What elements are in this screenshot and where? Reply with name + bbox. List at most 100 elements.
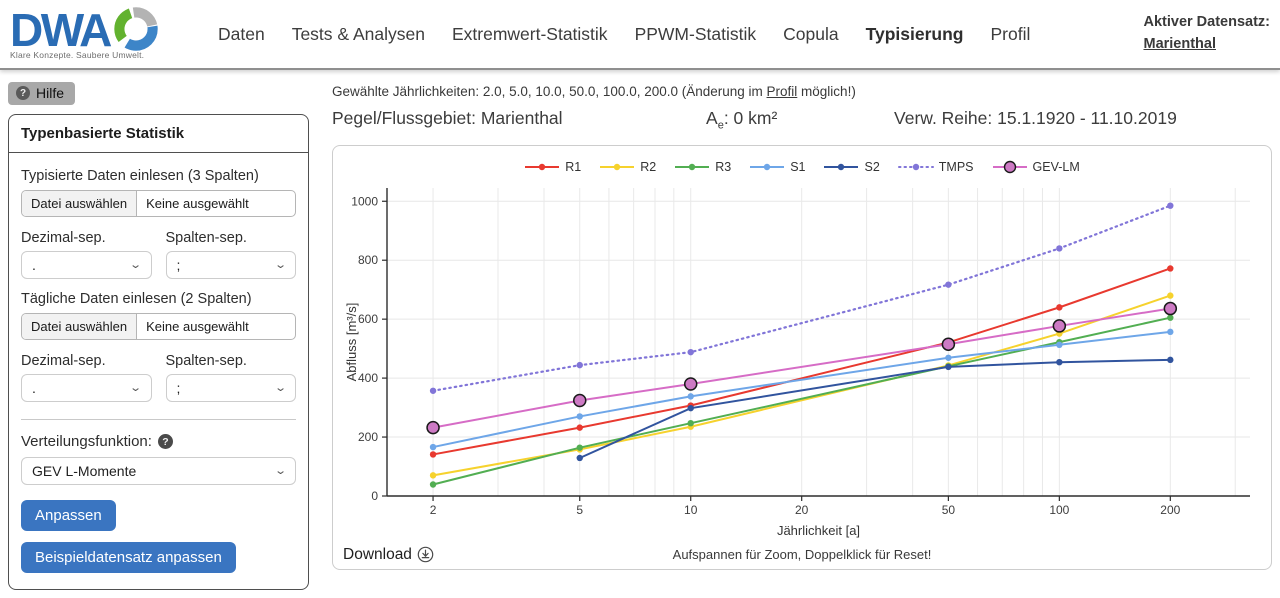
area-base: A (706, 108, 718, 128)
legend-item-s2[interactable]: S2 (823, 159, 880, 174)
chevron-down-icon: ⌄ (129, 258, 143, 271)
chevron-down-icon: ⌄ (273, 464, 287, 477)
chart-legend: R1 R2 R3 S1 S2 TMPS GEV-LM (342, 156, 1262, 178)
main-nav: Daten Tests & Analysen Extremwert-Statis… (218, 24, 1030, 45)
jaehrlichkeiten-prefix: Gewählte Jährlichkeiten: 2.0, 5.0, 10.0,… (332, 84, 767, 99)
typed-column-sep-value: ; (176, 257, 181, 273)
typed-decimal-sep-value: . (32, 257, 36, 273)
legend-item-r1[interactable]: R1 (524, 160, 581, 174)
nav-item-profil[interactable]: Profil (990, 23, 1031, 44)
chart-footer: Download Aufspannen für Zoom, Doppelklic… (343, 542, 1261, 564)
svg-text:5: 5 (576, 503, 583, 517)
svg-text:2: 2 (430, 503, 437, 517)
active-dataset-link[interactable]: Marienthal (1143, 36, 1216, 52)
chart-card: R1 R2 R3 S1 S2 TMPS GEV-LM 2 5 10 20 50 100 200 0 200 4… (332, 144, 1272, 570)
gauge-label: Pegel/Flussgebiet: Marienthal (332, 108, 563, 128)
question-circle-icon: ? (16, 86, 30, 100)
chevron-down-icon: ⌄ (273, 258, 287, 271)
legend-label: R2 (640, 159, 657, 174)
nav-item-daten[interactable]: Daten (218, 23, 265, 44)
app-header: DWA Klare Konzepte. Saubere Umwelt. Date… (0, 0, 1280, 70)
legend-label: R1 (565, 159, 582, 174)
area-sub: e (717, 119, 724, 132)
daily-decimal-sep-select[interactable]: . ⌄ (21, 374, 152, 402)
daily-column-sep-label: Spalten-sep. (165, 353, 247, 369)
daily-decimal-sep-value: . (32, 380, 36, 396)
nav-item-typisierung[interactable]: Typisierung (865, 23, 964, 44)
active-dataset-label: Aktiver Datensatz: (1143, 14, 1270, 31)
help-button-label: Hilfe (36, 85, 65, 101)
svg-text:0: 0 (371, 489, 378, 503)
typed-data-file-status: Keine ausgewählt (146, 196, 249, 211)
download-cloud-icon (417, 546, 434, 563)
typed-decimal-sep-label: Dezimal-sep. (21, 230, 106, 246)
question-circle-icon[interactable]: ? (157, 434, 173, 449)
svg-text:50: 50 (942, 503, 956, 517)
svg-text:600: 600 (358, 312, 378, 326)
typed-data-label: Typisierte Daten einlesen (3 Spalten) (21, 168, 259, 184)
typed-data-file-input[interactable]: Datei auswählen Keine ausgewählt (21, 190, 296, 217)
help-button[interactable]: ? Hilfe (8, 82, 76, 105)
legend-label: S1 (790, 159, 806, 174)
legend-item-gev-lm[interactable]: GEV-LM (992, 160, 1080, 174)
typed-column-sep-label: Spalten-sep. (165, 230, 247, 246)
distribution-value: GEV L-Momente (32, 463, 137, 479)
dwa-ring-icon (114, 6, 158, 51)
zoom-hint: Aufspannen für Zoom, Doppelklick für Res… (672, 546, 932, 562)
fit-button[interactable]: Anpassen (21, 500, 116, 531)
svg-text:1000: 1000 (351, 194, 378, 208)
legend-label: GEV-LM (1032, 159, 1080, 174)
panel-title: Typenbasierte Statistik (9, 115, 308, 153)
svg-text:400: 400 (358, 371, 378, 385)
jaehrlichkeiten-suffix: möglich!) (797, 84, 856, 99)
dwa-tagline: Klare Konzepte. Saubere Umwelt. (10, 49, 145, 60)
distribution-select[interactable]: GEV L-Momente ⌄ (21, 457, 296, 485)
download-button[interactable]: Download (343, 546, 434, 564)
area-rest: : 0 km² (723, 108, 778, 128)
typed-column-sep-select[interactable]: ; ⌄ (165, 251, 296, 279)
legend-label: R3 (715, 159, 732, 174)
legend-label: S2 (864, 159, 880, 174)
daily-data-file-button[interactable]: Datei auswählen (22, 314, 138, 339)
svg-text:10: 10 (684, 503, 698, 517)
jaehrlichkeiten-line: Gewählte Jährlichkeiten: 2.0, 5.0, 10.0,… (332, 84, 1272, 99)
svg-text:200: 200 (1160, 503, 1180, 517)
svg-text:Abfluss [m³/s]: Abfluss [m³/s] (344, 302, 359, 381)
legend-item-r2[interactable]: R2 (599, 160, 656, 174)
typenbasierte-statistik-panel: Typenbasierte Statistik Typisierte Daten… (8, 114, 309, 590)
chevron-down-icon: ⌄ (129, 381, 143, 394)
sidebar: ? Hilfe Typenbasierte Statistik Typisier… (8, 82, 309, 590)
svg-text:100: 100 (1049, 503, 1069, 517)
nav-item-ppwm-statistik[interactable]: PPWM-Statistik (634, 23, 757, 44)
daily-column-sep-value: ; (176, 380, 181, 396)
nav-item-extremwert-statistik[interactable]: Extremwert-Statistik (451, 23, 608, 44)
download-label: Download (343, 545, 412, 563)
legend-item-s1[interactable]: S1 (749, 160, 805, 174)
daily-data-label: Tägliche Daten einlesen (2 Spalten) (21, 291, 252, 307)
legend-item-r3[interactable]: R3 (674, 160, 731, 174)
typisierung-chart[interactable]: 2 5 10 20 50 100 200 0 200 400 600 800 1000 Jährlichk… (342, 178, 1261, 540)
chevron-down-icon: ⌄ (273, 381, 287, 394)
example-dataset-button[interactable]: Beispieldatensatz anpassen (21, 542, 236, 573)
series-range-label: Verw. Reihe: 15.1.1920 - 11.10.2019 (894, 108, 1177, 128)
main-content: Gewählte Jährlichkeiten: 2.0, 5.0, 10.0,… (332, 84, 1272, 570)
svg-text:Jährlichkeit [a]: Jährlichkeit [a] (777, 523, 860, 538)
typed-data-file-button[interactable]: Datei auswählen (22, 191, 138, 216)
svg-text:200: 200 (358, 430, 378, 444)
svg-text:20: 20 (795, 503, 809, 517)
nav-item-copula[interactable]: Copula (783, 23, 839, 44)
distribution-label: Verteilungsfunktion: (21, 433, 152, 450)
nav-item-tests-analysen[interactable]: Tests & Analysen (291, 23, 425, 44)
dwa-logo-text: DWA (10, 3, 112, 56)
catchment-area-label: Ae: 0 km² (706, 108, 894, 132)
active-dataset: Aktiver Datensatz: Marienthal (1143, 12, 1274, 56)
profil-link[interactable]: Profil (766, 84, 798, 99)
daily-data-file-status: Keine ausgewählt (146, 319, 249, 334)
legend-item-tmps[interactable]: TMPS (897, 159, 974, 174)
daily-column-sep-select[interactable]: ; ⌄ (165, 374, 296, 402)
typed-decimal-sep-select[interactable]: . ⌄ (21, 251, 152, 279)
svg-text:800: 800 (358, 253, 378, 267)
dwa-logo[interactable]: DWA Klare Konzepte. Saubere Umwelt. (10, 3, 188, 60)
daily-data-file-input[interactable]: Datei auswählen Keine ausgewählt (21, 313, 296, 340)
legend-label: TMPS (938, 159, 974, 174)
